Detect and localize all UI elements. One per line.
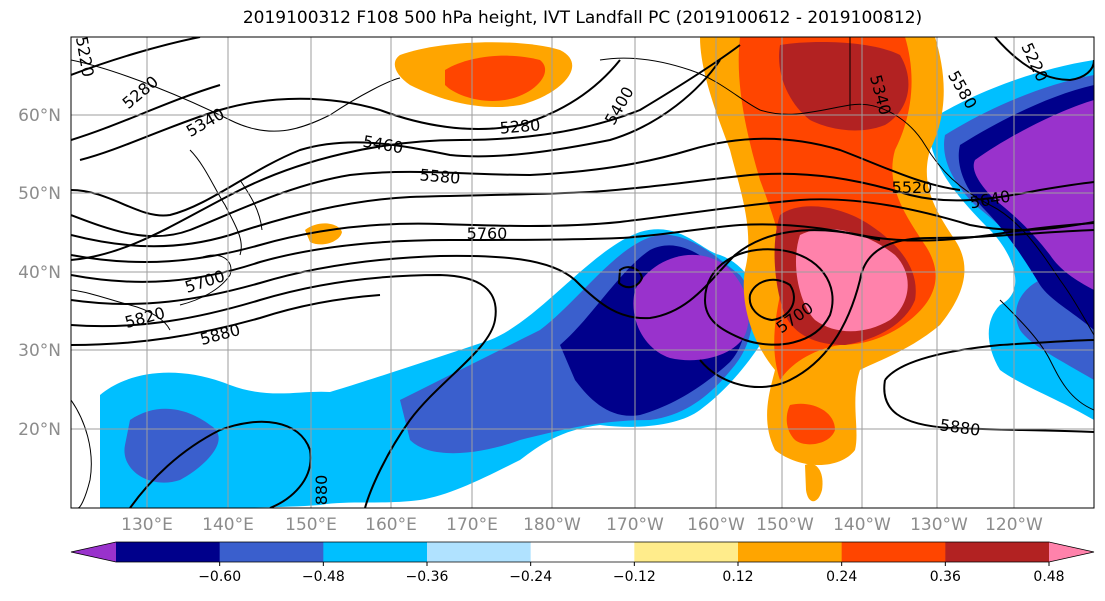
lon-label-160e: 160°E (365, 515, 417, 535)
contour-label: 5580 (419, 165, 461, 187)
map-frame (70, 36, 1095, 509)
colorbar-tick-label: 0.12 (722, 569, 753, 585)
colorbar-swatch (634, 542, 739, 562)
lon-label-150e: 150°E (285, 515, 337, 535)
lat-label-30n: 30°N (18, 341, 61, 361)
contour-label: 5520 (892, 178, 933, 197)
contour-label: 5280 (499, 115, 541, 137)
colorbar-extend-high (1049, 542, 1094, 562)
colorbar-tick-label: −0.36 (406, 569, 449, 585)
lat-label-60n: 60°N (18, 106, 61, 126)
colorbar-swatch (945, 542, 1050, 562)
lat-label-20n: 20°N (18, 420, 61, 440)
colorbar-tick-label: 0.24 (826, 569, 857, 585)
lon-label-160w: 160°W (687, 515, 745, 535)
negative-ivt-region-east (930, 60, 1094, 420)
lat-label-50n: 50°N (18, 184, 61, 204)
colorbar-swatch (841, 542, 946, 562)
colorbar-swatch (427, 542, 532, 562)
lon-label-150w: 150°W (756, 515, 814, 535)
lon-label-170e: 170°E (446, 515, 498, 535)
colorbar-tick-label: −0.60 (198, 569, 241, 585)
colorbar-swatch (116, 542, 221, 562)
lat-label-40n: 40°N (18, 263, 61, 283)
colorbar-outline (70, 541, 1095, 563)
positive-ivt-asia (305, 42, 573, 245)
contour-label: 880 (312, 475, 331, 506)
negative-ivt-band-west (100, 229, 764, 508)
colorbar-swatch (219, 542, 324, 562)
lon-label-140e: 140°E (202, 515, 254, 535)
lon-label-120w: 120°W (985, 515, 1043, 535)
latitude-labels: 60°N 50°N 40°N 30°N 20°N (18, 106, 61, 440)
lon-label-170w: 170°W (606, 515, 664, 535)
colorbar-tick-label: 0.36 (930, 569, 961, 585)
lon-label-130w: 130°W (910, 515, 968, 535)
positive-ivt-band (700, 37, 965, 502)
colorbar-extend-low (71, 542, 116, 562)
colorbar-swatch (738, 542, 843, 562)
colorbar-tick-label: −0.48 (302, 569, 345, 585)
colorbar: −0.60 −0.48 −0.36 −0.24 −0.12 0.12 0.24 0.36 0.4… (70, 541, 1095, 585)
colorbar-tick-label: 0.48 (1033, 569, 1064, 585)
colorbar-tick-label: −0.12 (613, 569, 656, 585)
gridlines (71, 37, 1094, 508)
lon-label-130e: 130°E (121, 515, 173, 535)
lon-label-140w: 140°W (833, 515, 891, 535)
colorbar-swatch (530, 542, 635, 562)
colorbar-tick-label: −0.24 (509, 569, 552, 585)
colorbar-swatch (323, 542, 428, 562)
lon-label-180w: 180°W (523, 515, 581, 535)
contour-label: 5760 (467, 224, 508, 243)
longitude-labels: 130°E 140°E 150°E 160°E 170°E 180°W 170°… (121, 515, 1043, 535)
height-contours (71, 37, 1094, 508)
map-title: 2019100312 F108 500 hPa height, IVT Land… (242, 8, 923, 28)
